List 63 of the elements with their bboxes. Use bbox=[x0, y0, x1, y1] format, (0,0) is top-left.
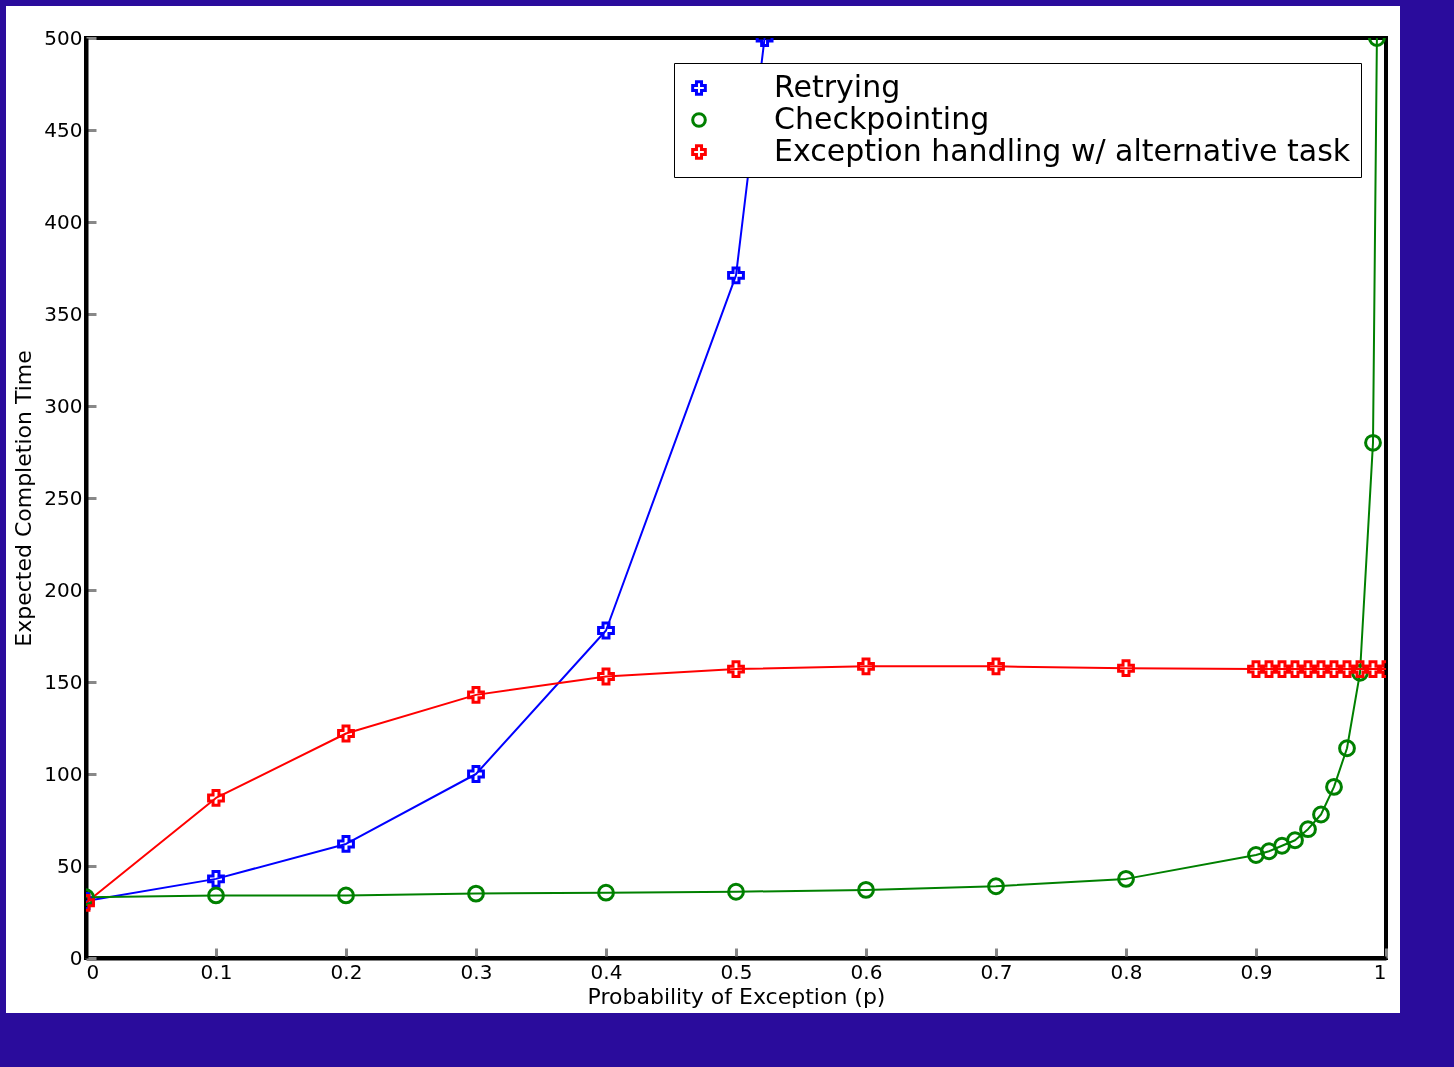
point bbox=[727, 266, 745, 285]
legend-label: Retrying bbox=[774, 69, 901, 104]
point bbox=[1325, 660, 1343, 679]
point bbox=[467, 765, 485, 783]
point bbox=[1299, 660, 1317, 679]
point bbox=[1117, 869, 1135, 888]
point bbox=[467, 884, 485, 903]
point bbox=[1364, 433, 1382, 452]
point bbox=[1286, 660, 1304, 679]
point bbox=[1273, 836, 1291, 855]
point bbox=[337, 724, 355, 743]
point bbox=[1312, 660, 1330, 679]
x-tick-label: 0.6 bbox=[850, 959, 883, 984]
point bbox=[857, 657, 875, 676]
x-tick-label: 0.4 bbox=[590, 959, 623, 984]
point bbox=[207, 886, 225, 905]
point bbox=[1260, 842, 1278, 861]
y-tick-label: 200 bbox=[44, 577, 83, 602]
x-tick-label: 0.3 bbox=[460, 959, 493, 984]
point bbox=[467, 685, 485, 704]
point bbox=[987, 877, 1005, 896]
x-tick-label: 1 bbox=[1373, 959, 1387, 984]
point bbox=[1260, 660, 1278, 679]
y-tick-label: 400 bbox=[44, 209, 83, 234]
point bbox=[1364, 660, 1382, 679]
x-axis-title: Probability of Exception (p) bbox=[587, 983, 886, 1009]
y-tick-label: 50 bbox=[57, 853, 83, 878]
point bbox=[597, 667, 615, 686]
y-tick-label: 350 bbox=[44, 301, 83, 326]
point bbox=[1312, 805, 1330, 824]
point bbox=[1286, 831, 1304, 850]
y-tick-label: 500 bbox=[44, 25, 83, 50]
y-tick-label: 250 bbox=[44, 485, 83, 510]
x-tick-label: 0.5 bbox=[720, 959, 753, 984]
x-tick-label: 0.2 bbox=[330, 959, 363, 984]
point bbox=[727, 882, 745, 901]
x-tick-label: 0.8 bbox=[1110, 959, 1143, 984]
y-tick-label: 300 bbox=[44, 393, 83, 418]
y-tick-label: 100 bbox=[44, 761, 83, 786]
x-tick-label: 0.7 bbox=[980, 959, 1013, 984]
point bbox=[857, 881, 875, 899]
point bbox=[1117, 659, 1135, 678]
point bbox=[1338, 739, 1356, 758]
x-tick-label: 0.9 bbox=[1240, 959, 1273, 984]
y-tick-label: 450 bbox=[44, 117, 83, 142]
x-tick-label: 0 bbox=[86, 959, 100, 984]
point bbox=[1247, 846, 1265, 864]
point bbox=[597, 621, 615, 640]
x-tick-label: 0.1 bbox=[200, 959, 233, 984]
point bbox=[337, 835, 355, 853]
point bbox=[207, 789, 225, 807]
point bbox=[987, 657, 1005, 676]
point bbox=[1325, 777, 1343, 796]
y-axis-title: Expected Completion Time bbox=[11, 350, 37, 647]
point bbox=[1338, 660, 1356, 679]
point bbox=[727, 660, 745, 679]
point bbox=[207, 869, 225, 888]
y-tick-label: 150 bbox=[44, 669, 83, 694]
point bbox=[1273, 660, 1291, 679]
point bbox=[337, 886, 355, 905]
point bbox=[1247, 660, 1265, 679]
point bbox=[597, 883, 615, 902]
point bbox=[1299, 820, 1317, 839]
